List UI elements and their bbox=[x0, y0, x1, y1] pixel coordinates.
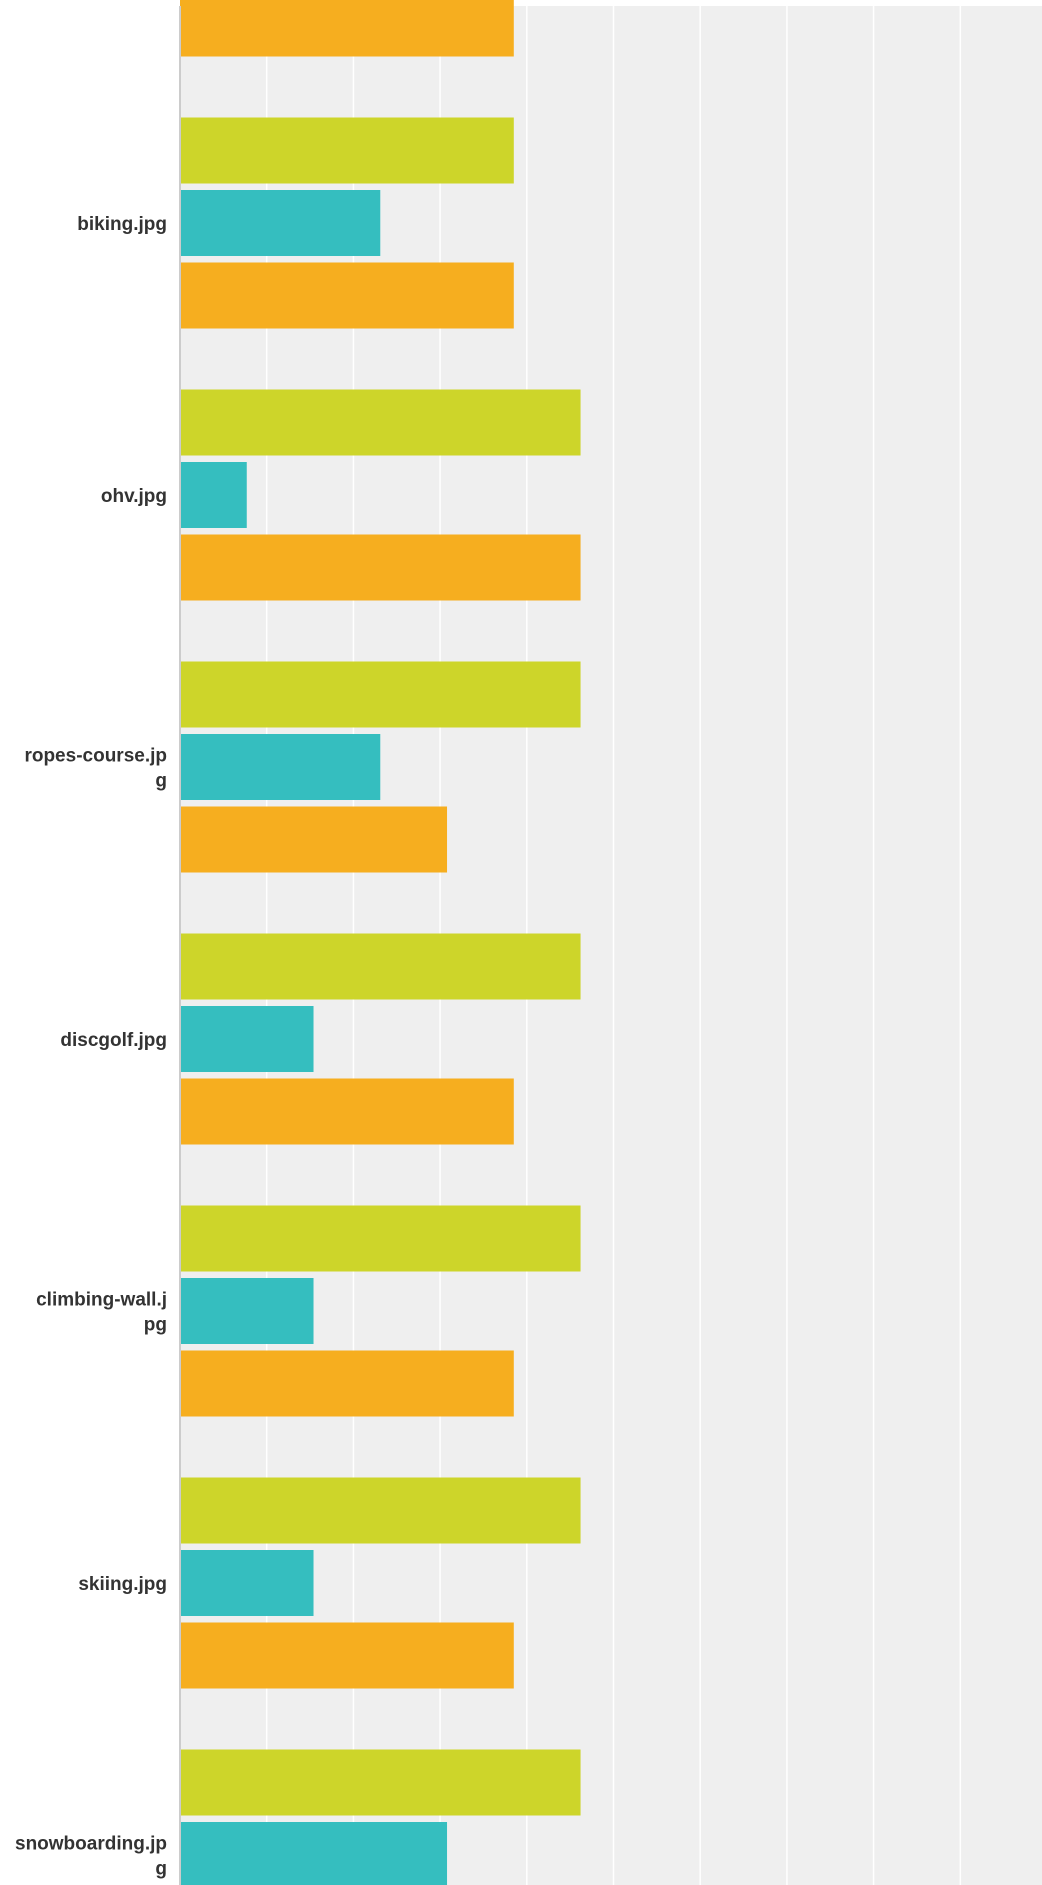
category-label: skiing.jpg bbox=[78, 1574, 167, 1595]
category-label-line: g bbox=[155, 771, 167, 792]
bar-discgolf-jpg-series-1 bbox=[180, 933, 581, 1000]
bar-ropes-course-jpg-series-2 bbox=[180, 734, 381, 800]
category-label-line: ohv.jpg bbox=[101, 486, 167, 507]
bar-discgolf-jpg-series-2 bbox=[180, 1006, 314, 1072]
bar-ohv-jpg-series-1 bbox=[180, 389, 581, 456]
bar-snowboarding-jpg-series-1 bbox=[180, 1749, 581, 1816]
bar-climbing-wall-jpg-series-3 bbox=[180, 1350, 514, 1417]
bar-skiing-jpg-series-1 bbox=[180, 1477, 581, 1544]
bar-biking-jpg-series-2 bbox=[180, 190, 381, 256]
bar-biking-jpg-series-1 bbox=[180, 117, 514, 184]
category-label-line: g bbox=[155, 1859, 167, 1880]
category-label-line: snowboarding.jp bbox=[15, 1834, 167, 1855]
bar-ohv-jpg-series-2 bbox=[180, 462, 247, 528]
category-label: ropes-course.jp g bbox=[24, 746, 167, 792]
bar-ropes-course-jpg-series-1 bbox=[180, 661, 581, 728]
category-label-line: ropes-course.jp bbox=[24, 746, 167, 767]
category-label-line: pg bbox=[144, 1315, 167, 1336]
category-label-line: biking.jpg bbox=[77, 214, 167, 235]
category-label: ohv.jpg bbox=[101, 486, 167, 507]
bar-skiing-jpg-series-3 bbox=[180, 1622, 514, 1689]
bar-ohv-jpg-series-3 bbox=[180, 534, 581, 601]
category-label: discgolf.jpg bbox=[60, 1030, 167, 1051]
category-label-line: skiing.jpg bbox=[78, 1574, 167, 1595]
bar-climbing-wall-jpg-series-2 bbox=[180, 1278, 314, 1344]
category-label-line: discgolf.jpg bbox=[60, 1030, 167, 1051]
category-label: biking.jpg bbox=[77, 214, 167, 235]
bar-snowboarding-jpg-series-2 bbox=[180, 1822, 448, 1885]
bar-discgolf-jpg-series-3 bbox=[180, 1078, 514, 1145]
bar-biking-jpg-series-3 bbox=[180, 262, 514, 329]
bar-skiing-jpg-series-2 bbox=[180, 1550, 314, 1616]
bar-climbing-wall-jpg-series-1 bbox=[180, 1205, 581, 1272]
bar-category-0-series-3 bbox=[180, 0, 514, 57]
category-label: climbing-wall.j pg bbox=[36, 1290, 167, 1336]
category-label: snowboarding.jp g bbox=[15, 1834, 167, 1880]
bar-ropes-course-jpg-series-3 bbox=[180, 806, 448, 873]
category-label-line: climbing-wall.j bbox=[36, 1290, 167, 1311]
